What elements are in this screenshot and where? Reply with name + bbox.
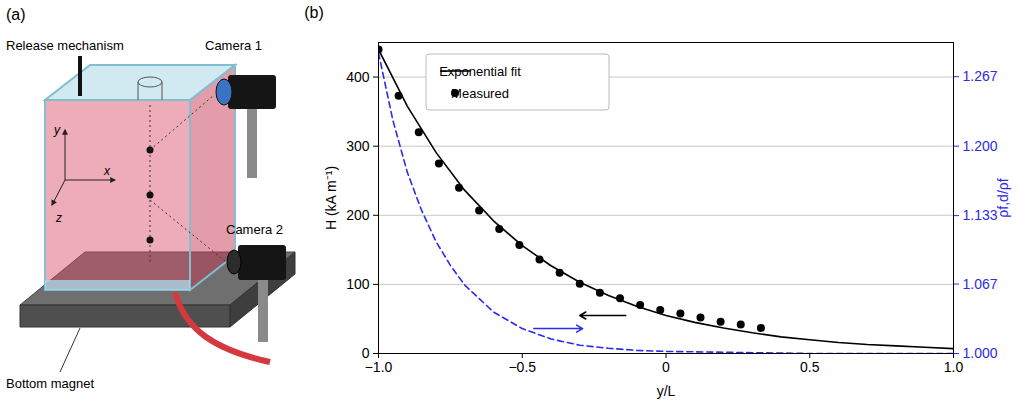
svg-text:1.067: 1.067 xyxy=(963,276,998,292)
svg-text:1.200: 1.200 xyxy=(963,138,998,154)
svg-text:0: 0 xyxy=(662,359,670,375)
svg-text:(b): (b) xyxy=(304,4,324,21)
svg-text:1.000: 1.000 xyxy=(963,345,998,361)
svg-text:z: z xyxy=(55,211,62,225)
svg-text:Release mechanism: Release mechanism xyxy=(6,38,124,53)
svg-text:Exponential fit: Exponential fit xyxy=(439,64,521,79)
svg-text:1.267: 1.267 xyxy=(963,68,998,84)
svg-text:H (kA m⁻¹): H (kA m⁻¹) xyxy=(323,166,339,230)
svg-text:Camera 1: Camera 1 xyxy=(205,38,262,53)
svg-text:−1.0: −1.0 xyxy=(365,359,393,375)
svg-text:400: 400 xyxy=(346,69,370,85)
svg-text:ρf,d/ρf: ρf,d/ρf xyxy=(995,178,1011,217)
svg-text:x: x xyxy=(103,164,111,178)
svg-text:1.0: 1.0 xyxy=(944,359,964,375)
svg-text:y/L: y/L xyxy=(657,383,676,399)
svg-text:0.5: 0.5 xyxy=(800,359,820,375)
svg-text:1.133: 1.133 xyxy=(963,207,998,223)
svg-text:Measured: Measured xyxy=(451,86,509,101)
svg-text:−0.5: −0.5 xyxy=(508,359,536,375)
svg-text:Camera 2: Camera 2 xyxy=(226,222,283,237)
svg-text:Bottom magnet: Bottom magnet xyxy=(6,376,95,391)
svg-text:(a): (a) xyxy=(6,6,26,23)
svg-text:y: y xyxy=(53,123,61,137)
svg-text:200: 200 xyxy=(346,207,370,223)
svg-text:300: 300 xyxy=(346,138,370,154)
svg-text:100: 100 xyxy=(346,276,370,292)
svg-text:0: 0 xyxy=(362,345,370,361)
